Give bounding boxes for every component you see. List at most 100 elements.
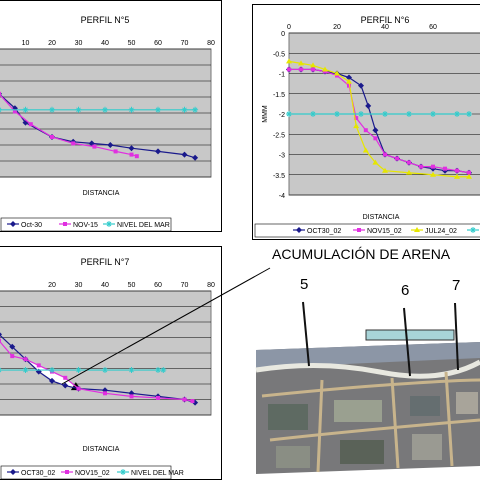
profile-line-5 <box>302 301 310 367</box>
perfil-7-legend-marker <box>10 469 16 475</box>
cross-road-3 <box>444 371 454 467</box>
perfil-5-data-point <box>113 149 118 154</box>
perfil-6-y-tick-label: -3 <box>279 153 285 160</box>
perfil-7-series-line <box>0 334 196 404</box>
perfil-7-data-point <box>76 386 81 391</box>
perfil-5-data-point <box>192 106 199 113</box>
perfil-6-data-point <box>466 173 472 179</box>
cross-road-1 <box>316 379 324 473</box>
perfil-6-legend-label: JUL24_02 <box>425 228 457 235</box>
perfil-5-data-point <box>92 144 97 149</box>
perfil-5-data-point <box>0 91 1 96</box>
perfil-5-legend-marker <box>63 222 67 226</box>
perfil-6-data-point <box>466 111 472 117</box>
perfil-7-data-point <box>36 363 41 368</box>
perfil-7-data-point <box>190 399 195 404</box>
perfil-6-y-tick-label: -4 <box>279 193 285 200</box>
perfil-7-data-point <box>49 377 55 384</box>
perfil-6-legend-label: OCT30_02 <box>307 228 341 235</box>
perfil-5-x-tick-label: 10 <box>22 40 30 47</box>
perfil-6-y-tick-label: -3.5 <box>273 173 285 180</box>
perfil-7-data-point <box>0 338 1 343</box>
perfil-5-data-point <box>128 145 135 152</box>
perfil-6-x-axis-label: DISTANCIA <box>363 214 400 221</box>
perfil-5-data-point <box>128 106 135 113</box>
perfil-5-legend-marker <box>106 221 112 227</box>
perfil-7-data-point <box>0 332 2 337</box>
perfil-6-data-point <box>362 147 369 153</box>
perfil-7-data-point <box>182 397 187 402</box>
perfil-5-data-point <box>134 154 139 159</box>
perfil-5-data-point <box>71 141 76 146</box>
perfil-7-x-tick-label: 80 <box>207 282 215 289</box>
perfil-7-data-point <box>23 357 28 362</box>
perfil-6-data-point <box>431 164 435 169</box>
perfil-6-legend-marker <box>357 228 361 232</box>
perfil-6-data-point <box>430 171 436 177</box>
perfil-6-data-point <box>354 116 359 121</box>
perfil-6-data-point <box>363 128 368 133</box>
perfil-5-x-tick-label: 80 <box>207 40 215 47</box>
perfil-5-legend-label: Oct-30 <box>21 222 42 229</box>
coast-road <box>261 378 480 398</box>
perfil-6-data-point <box>373 136 378 141</box>
perfil-6-data-point <box>358 111 364 117</box>
perfil-6-x-tick-label: 20 <box>333 24 341 31</box>
perfil-6-data-point <box>287 67 291 72</box>
inland-road <box>269 418 480 442</box>
perfil-5-data-point <box>181 151 188 158</box>
perfil-5-x-tick-label: 40 <box>101 40 109 47</box>
perfil-7-x-tick-label: 70 <box>181 282 189 289</box>
perfil-6-data-point <box>372 159 379 165</box>
perfil-6-data-point <box>299 67 303 72</box>
perfil-6-y-tick-label: -1.5 <box>273 92 285 99</box>
perfil-7-x-tick-label: 50 <box>128 282 136 289</box>
perfil-6-data-point <box>455 168 459 173</box>
perfil-6-legend-marker <box>470 227 476 233</box>
perfil-6-data-point <box>353 123 360 129</box>
perfil-6-data-point <box>298 60 304 66</box>
perfil-7-x-tick-label: 20 <box>48 282 56 289</box>
annotation-label: ACUMULACIÓN DE ARENA <box>272 246 451 262</box>
perfil-5-x-tick-label: 60 <box>154 40 162 47</box>
perfil-6-legend-label: NOV15_02 <box>367 228 402 235</box>
perfil-6-data-point <box>383 152 387 157</box>
perfil-5-legend-marker <box>10 221 16 227</box>
perfil-6-data-point <box>395 156 399 161</box>
perfil-5-data-point <box>102 106 108 113</box>
perfil-5-data-point <box>49 106 55 113</box>
perfil-5-data-point <box>155 148 161 155</box>
map-label-7: 7 <box>452 277 461 294</box>
perfil-6-data-point <box>346 74 352 81</box>
perfil-7-data-point <box>103 391 107 396</box>
shoreline <box>255 359 480 379</box>
perfil-7-data-point <box>49 367 55 374</box>
perfil-7-data-point <box>63 375 68 380</box>
perfil-6-data-point <box>334 70 340 76</box>
perfil-6-data-point <box>322 66 328 72</box>
perfil-7-x-tick-label: 30 <box>75 282 83 289</box>
perfil-6-data-point <box>334 111 340 117</box>
perfil-5-data-point <box>12 109 17 114</box>
perfil-5-x-tick-label: 30 <box>75 40 83 47</box>
building-block <box>340 440 384 464</box>
perfil-6-data-point <box>443 166 447 171</box>
perfil-5-data-point <box>155 106 161 113</box>
perfil-6-panel: PERFIL N°6 0 20 40 60 0 -0.5 -1 -1.5 -2 -2.5 -3 -3.5… <box>252 4 480 240</box>
perfil-6-data-point <box>323 69 327 74</box>
perfil-7-data-point <box>102 387 108 394</box>
perfil-6-data-point <box>347 83 351 88</box>
building-block <box>412 434 442 460</box>
perfil-6-legend-marker <box>414 227 420 232</box>
perfil-6-title: PERFIL N°6 <box>361 15 410 25</box>
perfil-7-legend <box>0 465 172 480</box>
perfil-5-data-point <box>28 122 33 127</box>
building-block <box>276 446 310 468</box>
profile-line-7 <box>454 302 459 371</box>
perfil-5-data-point <box>50 135 54 139</box>
perfil-6-x-tick-label: 0 <box>287 24 291 31</box>
perfil-6-y-tick-label: 0 <box>281 31 285 38</box>
perfil-5-legend-label: NIVEL DEL MAR <box>117 222 170 229</box>
perfil-5-chart: PERFIL N°5 10 20 30 40 50 60 70 80 DISTANCIA Oct-3… <box>0 15 215 232</box>
perfil-5-x-tick-label: 70 <box>181 40 189 47</box>
